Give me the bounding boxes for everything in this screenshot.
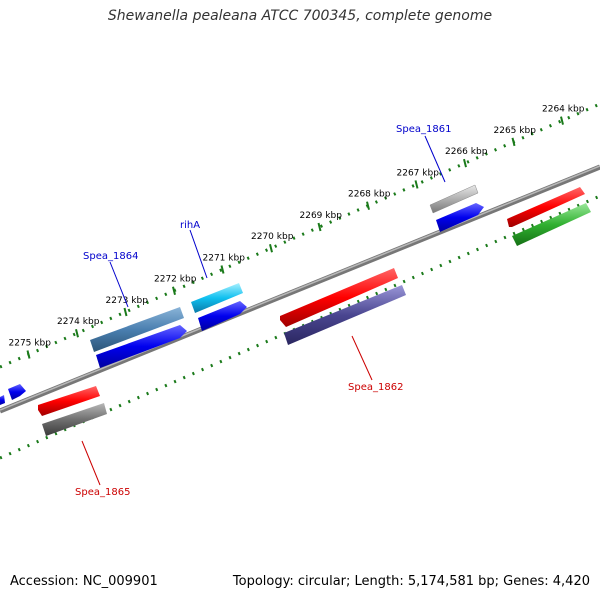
genome-backbone-highlight (0, 165, 600, 411)
tick-label: 2272 kbp (154, 275, 197, 285)
tick-mark (220, 265, 225, 274)
gene-riha[interactable] (191, 283, 243, 313)
tick-mark (123, 307, 128, 317)
tick-label: 2273 kbp (106, 296, 149, 306)
leader-spea1865 (81, 440, 101, 486)
gene-left-small-blue[interactable] (0, 384, 26, 405)
tick-mark (511, 137, 516, 147)
tick-mark (317, 222, 322, 232)
gene-spea1864-strand[interactable] (96, 325, 187, 368)
tick-marks (26, 116, 564, 359)
tick-mark (463, 158, 467, 168)
tick-mark (366, 201, 370, 210)
tick-label: 2270 kbp (251, 232, 294, 242)
tick-label: 2274 kbp (57, 317, 100, 327)
gene-grey[interactable] (42, 403, 107, 436)
tick-label: 2264 kbp (542, 105, 585, 115)
gene-top-right-green[interactable] (512, 203, 591, 246)
gene-top-right-red[interactable] (507, 187, 585, 227)
tick-mark (75, 329, 79, 338)
leader-spea1864 (109, 261, 129, 308)
leader-spea1861 (424, 135, 446, 183)
tick-label: 2268 kbp (348, 190, 391, 200)
leader-spea1862 (351, 335, 373, 381)
gene-spea1865[interactable] (38, 386, 100, 416)
leader-riha (189, 229, 208, 279)
label-spea1861: Spea_1861 (396, 124, 451, 135)
gene-spea1864[interactable] (90, 307, 184, 352)
genome-backbone (0, 164, 600, 414)
tick-label: 2271 kbp (203, 253, 246, 263)
gene-spea1862[interactable] (280, 268, 398, 327)
label-spea1865: Spea_1865 (75, 487, 130, 498)
tick-label: 2267 kbp (397, 168, 440, 178)
tick-label: 2266 kbp (445, 147, 488, 157)
gene-top-right-blue[interactable] (436, 203, 484, 232)
label-spea1862: Spea_1862 (348, 382, 403, 393)
tick-label: 2265 kbp (494, 126, 537, 136)
tick-mark (269, 243, 273, 253)
map-title: Shewanella pealeana ATCC 700345, complet… (107, 8, 493, 24)
gene-riha-strand[interactable] (198, 301, 247, 331)
label-spea1864: Spea_1864 (83, 251, 138, 262)
genome-stats-text: Topology: circular; Length: 5,174,581 bp… (232, 574, 590, 589)
label-riha: rihA (180, 220, 200, 231)
tick-label: 2275 kbp (9, 339, 52, 349)
tick-label: 2269 kbp (300, 211, 343, 221)
tick-mark (172, 286, 176, 295)
tick-labels: 2264 kbp 2265 kbp 2266 kbp 2267 kbp 2268 kbp… (9, 105, 585, 349)
gene-purple[interactable] (284, 285, 406, 345)
tick-mark (26, 350, 31, 359)
tick-mark (560, 116, 564, 125)
accession-text: Accession: NC_009901 (10, 574, 158, 589)
gene-spea1861[interactable] (429, 184, 479, 214)
tick-mark (414, 180, 419, 189)
